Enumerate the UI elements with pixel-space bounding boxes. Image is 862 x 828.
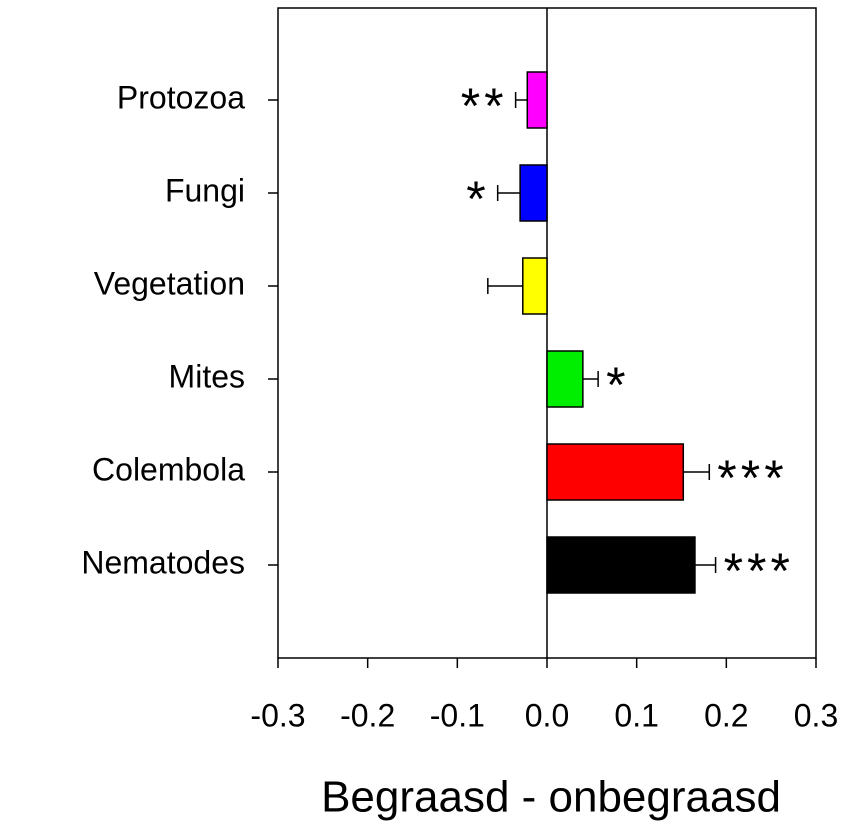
error-bar	[694, 557, 717, 573]
x-tick-label: -0.1	[430, 697, 485, 733]
significance: **	[461, 78, 508, 134]
bar	[519, 164, 548, 222]
y-tick-label: Nematodes	[81, 544, 245, 580]
significance: *	[606, 357, 629, 413]
significance: ***	[724, 543, 794, 599]
error-bar	[487, 278, 523, 294]
x-tick-label: 0.0	[525, 697, 569, 733]
x-tick-label: -0.2	[340, 697, 395, 733]
x-tick-label: 0.1	[614, 697, 658, 733]
x-tick-label: 0.3	[794, 697, 838, 733]
y-tick-label: Protozoa	[117, 79, 245, 115]
bar	[546, 350, 584, 408]
error-bar	[683, 464, 711, 480]
bar	[546, 536, 696, 594]
y-tick-label: Fungi	[165, 172, 245, 208]
error-bar	[514, 92, 528, 108]
bar	[546, 443, 685, 501]
y-tick-label: Colembola	[92, 451, 245, 487]
bar	[526, 71, 548, 129]
y-tick-label: Mites	[169, 358, 245, 394]
x-tick-label: -0.3	[250, 697, 305, 733]
bar	[522, 257, 548, 315]
x-axis-label: Begraasd - onbegraasd	[321, 773, 781, 822]
error-bar	[582, 371, 599, 387]
x-tick-label: 0.2	[704, 697, 748, 733]
y-tick-label: Vegetation	[94, 265, 245, 301]
significance: *	[466, 171, 489, 227]
significance: ***	[717, 450, 787, 506]
error-bar	[496, 185, 521, 201]
